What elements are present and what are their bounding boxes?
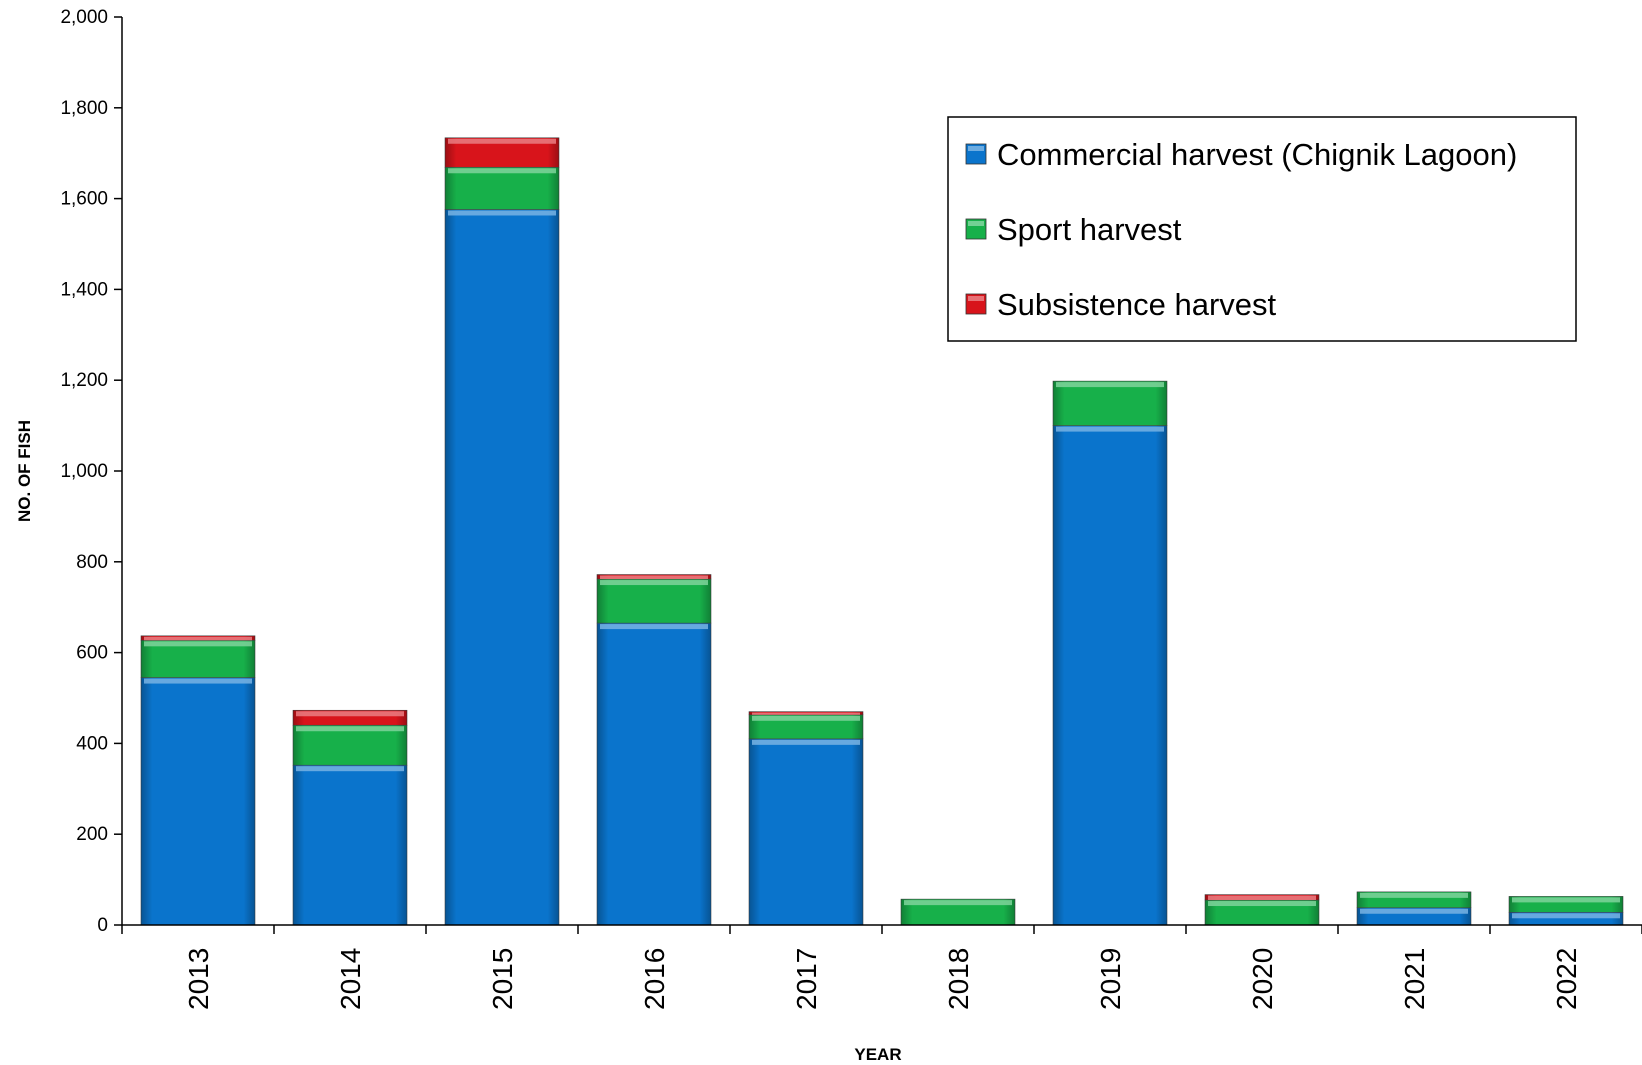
bar-highlight-subsistence-2020 (1208, 895, 1316, 901)
bar-highlight-commercial-2016 (600, 624, 708, 630)
bar-shade-commercial-2016 (597, 623, 711, 925)
y-tick-label: 1,000 (60, 461, 108, 482)
x-tick-label-2015: 2015 (487, 948, 518, 1010)
bar-highlight-subsistence-2015 (448, 138, 556, 144)
x-tick-label-2021: 2021 (1399, 948, 1430, 1010)
bar-shade-commercial-2019 (1053, 425, 1167, 925)
bar-shade-sport-2015 (445, 167, 559, 210)
legend-box (947, 116, 1577, 342)
y-tick-label: 200 (76, 824, 108, 845)
x-tick-label-2018: 2018 (943, 948, 974, 1010)
bar-highlight-sport-2014 (296, 726, 404, 732)
x-tick-label-2022: 2022 (1551, 948, 1582, 1010)
bar-highlight-commercial-2021 (1360, 908, 1468, 914)
bar-shade-commercial-2015 (445, 209, 559, 926)
bar-shade-sport-2019 (1053, 381, 1167, 426)
y-tick-label: 400 (76, 733, 108, 754)
x-tick-label-2016: 2016 (639, 948, 670, 1010)
x-tick-label-2019: 2019 (1095, 948, 1126, 1010)
bar-highlight-sport-2013 (144, 641, 252, 647)
legend-swatch-highlight-subsistence (968, 296, 984, 301)
bar-highlight-sport-2019 (1056, 382, 1164, 388)
bar-shade-sport-2016 (597, 579, 711, 624)
bar-shade-sport-2014 (293, 725, 407, 766)
x-axis-title: YEAR (854, 1045, 901, 1064)
bar-highlight-sport-2015 (448, 168, 556, 174)
legend-label-subsistence: Subsistence harvest (997, 287, 1277, 322)
bar-shade-commercial-2013 (141, 677, 255, 925)
axes-layer: 0 200 400 600 800 1,000 1,200 1,400 1,600 1,800 2,… (15, 7, 1642, 1064)
bar-highlight-commercial-2013 (144, 678, 252, 684)
y-tick-label: 1,400 (60, 279, 108, 300)
y-tick-label: 0 (97, 915, 108, 936)
bar-highlight-commercial-2022 (1512, 913, 1620, 919)
x-tick-label-2014: 2014 (335, 948, 366, 1010)
bar-highlight-sport-2022 (1512, 897, 1620, 903)
legend-label-commercial: Commercial harvest (Chignik Lagoon) (997, 137, 1517, 172)
y-tick-label: 1,200 (60, 370, 108, 391)
bar-shade-commercial-2017 (749, 738, 863, 925)
legend-swatch-highlight-sport (968, 221, 984, 226)
bar-highlight-subsistence-2013 (144, 636, 252, 641)
legend-swatch-highlight-commercial (968, 146, 984, 151)
legend: Commercial harvest (Chignik Lagoon) Sport… (947, 116, 1577, 342)
y-tick-label: 1,800 (60, 98, 108, 119)
bar-shade-sport-2013 (141, 640, 255, 678)
y-axis-title: NO. OF FISH (15, 420, 34, 522)
y-tick-label: 1,600 (60, 189, 108, 210)
x-tick-label-2020: 2020 (1247, 948, 1278, 1010)
bar-highlight-sport-2020 (1208, 901, 1316, 907)
bar-highlight-subsistence-2016 (600, 575, 708, 580)
bars-layer (140, 137, 1624, 926)
x-tick-label-2017: 2017 (791, 948, 822, 1010)
y-tick-label: 600 (76, 643, 108, 664)
y-tick-label: 2,000 (60, 7, 108, 28)
legend-label-sport: Sport harvest (997, 212, 1182, 247)
y-tick-label: 800 (76, 552, 108, 573)
bar-highlight-commercial-2014 (296, 766, 404, 772)
bar-highlight-commercial-2019 (1056, 426, 1164, 432)
bar-highlight-sport-2017 (752, 715, 860, 721)
bar-shade-commercial-2014 (293, 765, 407, 925)
bar-highlight-sport-2016 (600, 580, 708, 586)
bar-highlight-commercial-2015 (448, 210, 556, 216)
bar-highlight-subsistence-2014 (296, 711, 404, 717)
x-tick-label-2013: 2013 (183, 948, 214, 1010)
bar-highlight-subsistence-2017 (752, 712, 860, 715)
bar-highlight-sport-2018 (904, 900, 1012, 906)
bar-highlight-commercial-2017 (752, 739, 860, 745)
bar-highlight-sport-2021 (1360, 892, 1468, 898)
